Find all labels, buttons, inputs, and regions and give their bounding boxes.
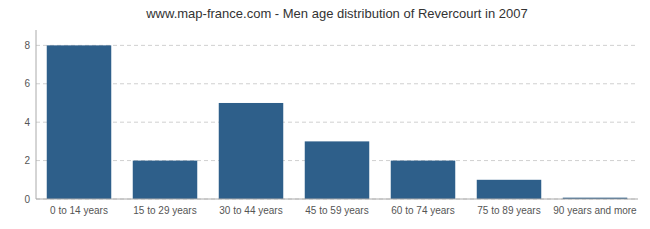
y-grid <box>36 45 638 199</box>
bars <box>47 45 628 199</box>
y-tick-label: 8 <box>24 40 30 51</box>
x-tick-label: 75 to 89 years <box>477 205 540 216</box>
x-tick-label: 30 to 44 years <box>219 205 282 216</box>
bar <box>47 45 112 199</box>
bar <box>305 141 370 199</box>
bar <box>133 161 198 199</box>
x-tick-label: 90 years and more <box>553 205 637 216</box>
y-tick-label: 6 <box>24 78 30 89</box>
y-tick-label: 2 <box>24 155 30 166</box>
bar <box>477 180 542 199</box>
bar <box>219 103 284 199</box>
bar <box>391 161 456 199</box>
chart-svg: www.map-france.com - Men age distributio… <box>0 0 650 229</box>
grid-line <box>36 199 638 200</box>
grid-line <box>36 122 638 123</box>
x-tick-label: 0 to 14 years <box>50 205 108 216</box>
x-tick-label: 15 to 29 years <box>133 205 196 216</box>
x-tick-label: 60 to 74 years <box>391 205 454 216</box>
x-axis-line <box>36 199 638 200</box>
grid-line <box>36 83 638 84</box>
chart-title: www.map-france.com - Men age distributio… <box>145 6 528 21</box>
y-tick-label: 0 <box>24 194 30 205</box>
y-axis-line <box>36 30 37 199</box>
chart-container: www.map-france.com - Men age distributio… <box>0 0 650 229</box>
y-tick-label: 4 <box>24 117 30 128</box>
grid-line <box>36 45 638 46</box>
x-tick-label: 45 to 59 years <box>305 205 368 216</box>
